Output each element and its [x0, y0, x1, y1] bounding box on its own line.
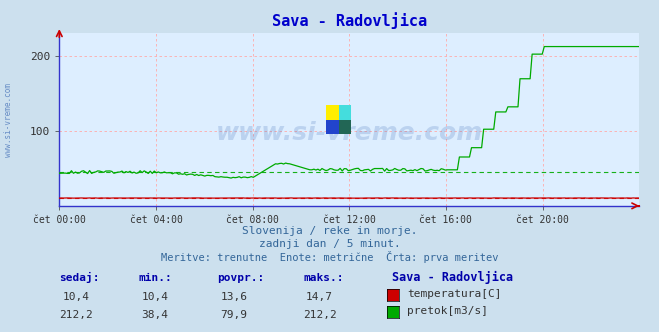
Text: zadnji dan / 5 minut.: zadnji dan / 5 minut. [258, 239, 401, 249]
Title: Sava - Radovljica: Sava - Radovljica [272, 12, 427, 29]
Text: min.:: min.: [138, 273, 172, 283]
Bar [326, 105, 339, 120]
Text: 79,9: 79,9 [221, 310, 247, 320]
Text: 10,4: 10,4 [63, 292, 89, 302]
Text: Meritve: trenutne  Enote: metrične  Črta: prva meritev: Meritve: trenutne Enote: metrične Črta: … [161, 251, 498, 263]
Text: 13,6: 13,6 [221, 292, 247, 302]
Bar [339, 120, 351, 134]
Text: 212,2: 212,2 [302, 310, 337, 320]
Text: 212,2: 212,2 [59, 310, 93, 320]
Text: 10,4: 10,4 [142, 292, 168, 302]
Bar [326, 120, 339, 134]
Text: Sava - Radovljica: Sava - Radovljica [392, 271, 513, 284]
Text: 14,7: 14,7 [306, 292, 333, 302]
Text: povpr.:: povpr.: [217, 273, 265, 283]
Text: sedaj:: sedaj: [59, 272, 100, 283]
Bar [339, 105, 351, 120]
Text: 38,4: 38,4 [142, 310, 168, 320]
Text: Slovenija / reke in morje.: Slovenija / reke in morje. [242, 226, 417, 236]
Text: pretok[m3/s]: pretok[m3/s] [407, 306, 488, 316]
Text: maks.:: maks.: [303, 273, 343, 283]
Text: temperatura[C]: temperatura[C] [407, 289, 501, 299]
Text: www.si-vreme.com: www.si-vreme.com [4, 83, 13, 156]
Text: www.si-vreme.com: www.si-vreme.com [215, 121, 483, 145]
